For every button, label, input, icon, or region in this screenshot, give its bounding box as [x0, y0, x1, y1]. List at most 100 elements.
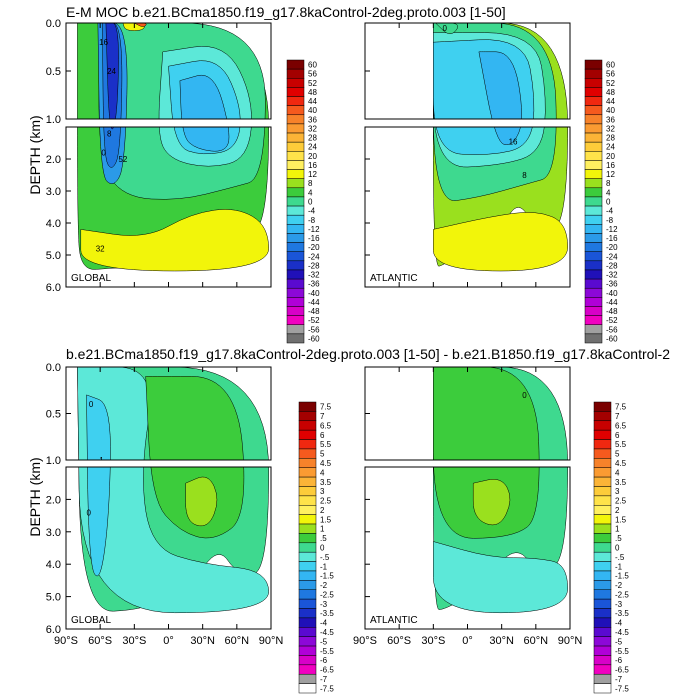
colorbar-box [593, 627, 612, 637]
y-tick-label: 0.0 [46, 18, 61, 30]
colorbar-label: 28 [606, 134, 615, 143]
colorbar-box [593, 420, 612, 431]
colorbar-box [584, 169, 603, 179]
colorbar-label: 44 [308, 97, 317, 106]
colorbar-box [298, 476, 317, 487]
colorbar-label: -20 [606, 243, 618, 252]
colorbar-box [593, 645, 612, 656]
colorbar-label: 12 [308, 170, 317, 179]
colorbar-label: -7 [320, 675, 328, 684]
panel-1-1: 0 ATLANTIC 90°S 60°S 30°S 0° 30°N 60°N 90°N [353, 366, 582, 647]
colorbar-label: 7 [615, 412, 620, 421]
colorbar-label: 52 [606, 79, 615, 88]
y-tick-label: 6.0 [46, 624, 61, 636]
colorbar-box [286, 169, 305, 179]
x-tick-label: 0° [462, 635, 473, 647]
colorbar-label: 8 [308, 179, 313, 188]
colorbar-box [593, 580, 612, 590]
x-tick-label: 60°N [225, 635, 250, 647]
colorbar-box [298, 401, 317, 412]
colorbar-label: -4.5 [320, 628, 334, 637]
basin-label: GLOBAL [71, 273, 111, 284]
colorbar-label: 7 [320, 412, 325, 421]
colorbar-label: .5 [320, 534, 327, 543]
colorbar-label: 6 [615, 431, 620, 440]
colorbar-box [593, 495, 612, 506]
colorbar-label: -3.5 [320, 609, 334, 618]
colorbar-label: 1 [615, 525, 620, 534]
y-tick-label: 2.0 [46, 494, 61, 506]
colorbar-label: -48 [606, 307, 618, 316]
colorbar-box [584, 132, 603, 143]
colorbar-label: 0 [606, 198, 611, 207]
contour-label: 8 [107, 129, 112, 138]
colorbar-box [298, 580, 317, 590]
colorbar: 60565248444036322824201612840-4-8-12-16-… [584, 59, 618, 343]
bottom-title: b.e21.BCma1850.f19_g17.8kaControl-2deg.p… [66, 346, 670, 362]
colorbar-label: 1.5 [615, 515, 627, 524]
colorbar-label: -36 [606, 280, 618, 289]
colorbar-box [584, 287, 603, 298]
colorbar-box [286, 233, 305, 243]
colorbar-box [584, 269, 603, 280]
contour-region [472, 479, 511, 526]
panel-field: 0-10 [77, 367, 269, 614]
contour-region [185, 476, 218, 527]
colorbar-box [584, 178, 603, 189]
contour-region [77, 367, 269, 614]
colorbar-label: 4 [615, 468, 620, 477]
colorbar-label: 4.5 [615, 459, 627, 468]
colorbar-label: -7.5 [320, 684, 334, 693]
colorbar-label: 24 [606, 143, 615, 152]
colorbar-label: 32 [308, 124, 317, 133]
x-tick-label: 30°S [421, 635, 445, 647]
colorbar-label: -7.5 [615, 684, 629, 693]
colorbar-label: 52 [308, 79, 317, 88]
x-tick-label: 90°S [54, 635, 78, 647]
colorbar-box [593, 401, 612, 412]
colorbar-box [298, 420, 317, 431]
y-tick-label: 5.0 [46, 250, 61, 262]
colorbar-label: -1 [615, 562, 623, 571]
colorbar-box [584, 68, 603, 79]
colorbar-box [593, 551, 612, 562]
colorbar-box [286, 306, 305, 316]
colorbar-box [286, 96, 305, 106]
colorbar-box [298, 617, 317, 628]
colorbar-label: -3 [320, 600, 328, 609]
colorbar-label: 7.5 [320, 403, 332, 412]
colorbar-box [298, 458, 317, 468]
colorbar-label: -4.5 [615, 628, 629, 637]
colorbar-label: 5.5 [320, 440, 332, 449]
contour-label: 0 [89, 400, 94, 409]
y-tick-label: 4.0 [46, 218, 61, 230]
panel-0-0: 16 24 8 0 52 32 0.0 0.5 1.0 2.0 3.0 4.0 5.0 6.0 GLOBAL [46, 18, 272, 294]
colorbar-box [584, 105, 603, 116]
colorbar-box [286, 333, 305, 344]
colorbar-label: 60 [308, 61, 317, 70]
y-tick-label: 2.0 [46, 154, 61, 166]
colorbar-box [593, 664, 612, 675]
colorbar-box [584, 196, 603, 207]
colorbar-label: 4 [606, 188, 611, 197]
colorbar-label: -3 [615, 600, 623, 609]
colorbar-label: .5 [615, 534, 622, 543]
colorbar-label: -24 [308, 252, 320, 261]
contour-label: 0 [101, 149, 106, 158]
y-tick-label: 1.0 [46, 455, 61, 467]
colorbar-box [298, 570, 317, 581]
colorbar-label: 6 [320, 431, 325, 440]
colorbar-box [584, 242, 603, 252]
colorbar-box [584, 233, 603, 243]
colorbar-label: 48 [308, 88, 317, 97]
colorbar-box [298, 655, 317, 666]
contour-label: 16 [509, 137, 518, 146]
colorbar-label: 40 [308, 106, 317, 115]
colorbar-box [584, 78, 603, 88]
colorbar-label: -5.5 [615, 647, 629, 656]
colorbar-box [584, 297, 603, 307]
colorbar-label: 0 [615, 544, 620, 553]
